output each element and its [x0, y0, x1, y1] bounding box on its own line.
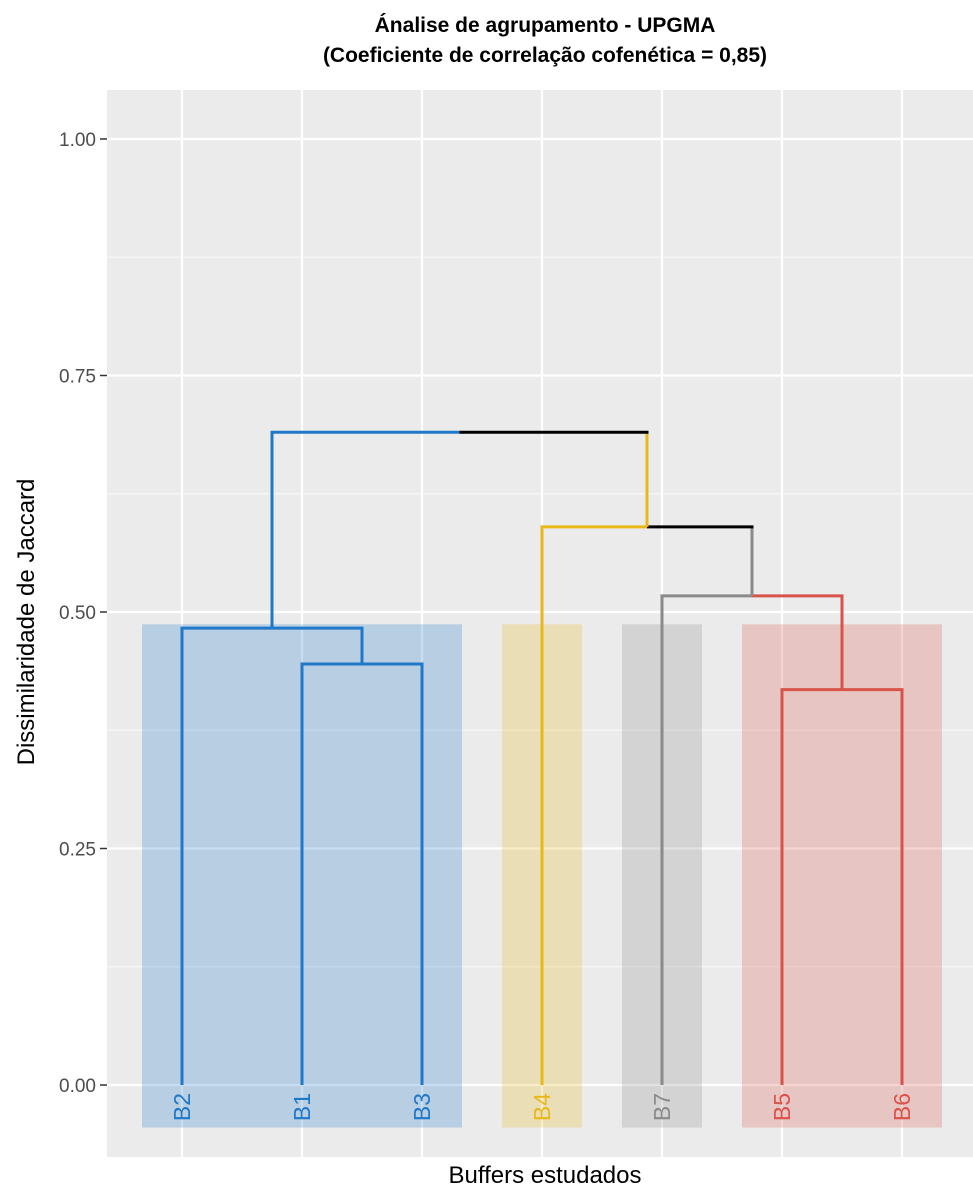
plot-panel [107, 90, 973, 1157]
chart-subtitle: (Coeficiente de correlação cofenética = … [323, 44, 767, 67]
leaf-label-b4: B4 [529, 1093, 555, 1121]
y-tick-label: 0.50 [59, 603, 96, 624]
y-tick-label: 0.25 [59, 840, 96, 861]
chart-title: Ánalise de agrupamento - UPGMA [375, 14, 716, 37]
leaf-label-b2: B2 [169, 1093, 195, 1121]
dendrogram-branches [180, 430, 904, 1085]
x-axis-title: Buffers estudados [448, 1162, 641, 1189]
y-tick-label: 1.00 [59, 130, 96, 151]
leaf-label-b5: B5 [769, 1093, 795, 1121]
leaf-label-b1: B1 [289, 1093, 315, 1121]
cluster-rect [742, 624, 942, 1128]
grid-minor [107, 256, 973, 968]
y-tick-label: 0.75 [59, 367, 96, 388]
y-axis: 0.00 0.25 0.50 0.75 1.00 [59, 130, 107, 1097]
leaf-label-b6: B6 [889, 1093, 915, 1121]
leaf-labels: B2 B1 B3 B4 B7 B5 B6 [169, 1093, 915, 1121]
leaf-label-b7: B7 [649, 1093, 675, 1121]
y-tick-label: 0.00 [59, 1076, 96, 1097]
leaf-label-b3: B3 [409, 1093, 435, 1121]
y-axis-title: Dissimilaridade de Jaccard [13, 479, 40, 766]
